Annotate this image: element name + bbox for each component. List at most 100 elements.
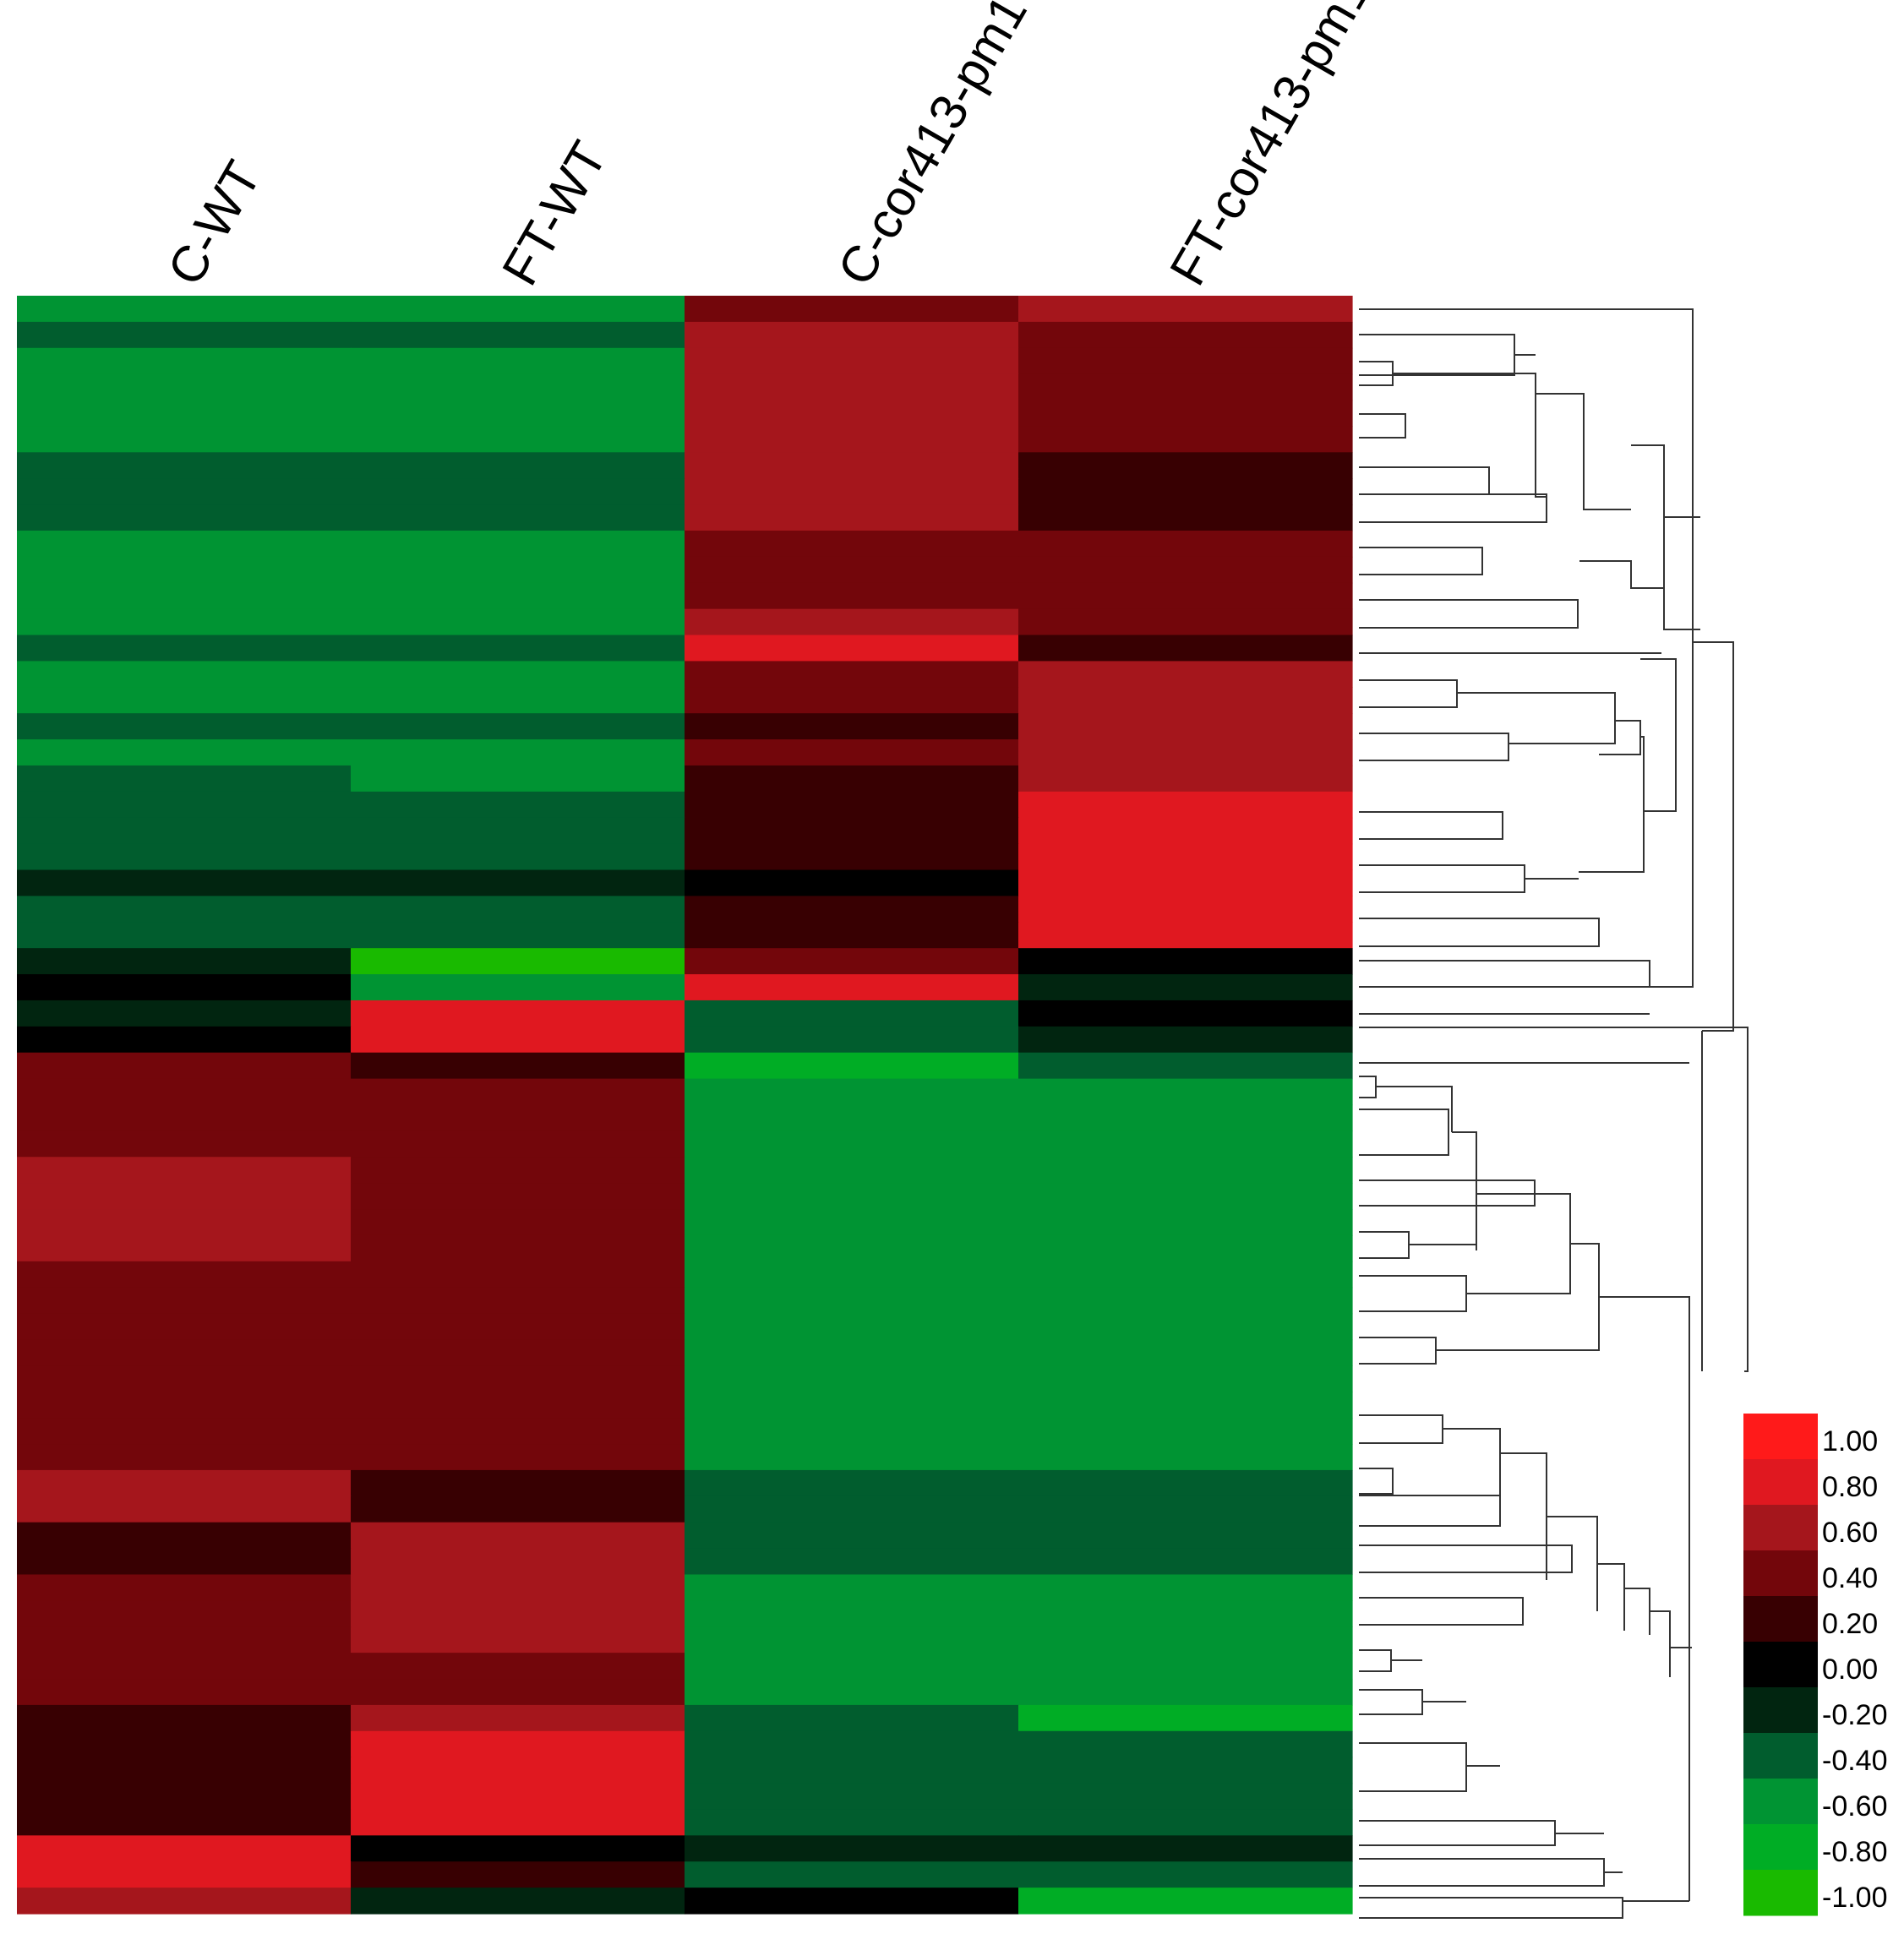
- heatmap-cell: [351, 373, 685, 401]
- heatmap-cell: [1018, 1757, 1353, 1784]
- heatmap-cell: [1018, 321, 1353, 349]
- heatmap-cell: [17, 1444, 352, 1471]
- heatmap-cell: [685, 296, 1019, 323]
- heatmap-cell: [351, 1730, 685, 1758]
- heatmap-cell: [685, 974, 1019, 1001]
- heatmap-cell: [1018, 1730, 1353, 1758]
- heatmap-cell: [1018, 896, 1353, 923]
- heatmap-cell: [351, 347, 685, 375]
- heatmap-cell: [351, 504, 685, 531]
- heatmap-cell: [1018, 765, 1353, 793]
- column-label-c-cor413-pm1: C-cor413-pm1: [827, 0, 1038, 295]
- heatmap-cell: [351, 1234, 685, 1262]
- heatmap-cell: [17, 1809, 352, 1836]
- heatmap-cell: [351, 713, 685, 740]
- heatmap-cell: [685, 1835, 1019, 1862]
- heatmap-cell: [685, 687, 1019, 714]
- heatmap-cell: [351, 843, 685, 871]
- heatmap-cell: [685, 1679, 1019, 1706]
- heatmap-cell: [351, 1339, 685, 1366]
- heatmap-cell: [351, 869, 685, 897]
- heatmap-cell: [17, 1052, 352, 1080]
- heatmap-cell: [351, 1052, 685, 1080]
- heatmap-cell: [17, 948, 352, 975]
- heatmap-cell: [1018, 1888, 1353, 1915]
- heatmap-cell: [351, 478, 685, 505]
- heatmap-cell: [1018, 530, 1353, 558]
- heatmap-cell: [17, 1495, 352, 1523]
- heatmap-cell: [685, 1469, 1019, 1497]
- heatmap-cell: [17, 426, 352, 453]
- legend-swatch: [1743, 1733, 1818, 1779]
- heatmap-cell: [351, 896, 685, 923]
- heatmap-cell: [351, 1783, 685, 1811]
- heatmap-cell: [351, 739, 685, 766]
- heatmap-cell: [17, 1469, 352, 1497]
- heatmap-cell: [17, 869, 352, 897]
- legend-swatch: [1743, 1824, 1818, 1871]
- heatmap-cell: [17, 1757, 352, 1784]
- legend-tick-label: 0.00: [1822, 1653, 1878, 1686]
- heatmap-cell: [685, 321, 1019, 349]
- heatmap-cell: [351, 426, 685, 453]
- heatmap-cell: [17, 1835, 352, 1862]
- heatmap-cell: [685, 948, 1019, 975]
- heatmap-cell: [351, 1078, 685, 1106]
- heatmap-cell: [351, 1653, 685, 1680]
- heatmap-cell: [1018, 1600, 1353, 1627]
- legend-swatch: [1743, 1459, 1818, 1506]
- heatmap-cell: [1018, 1783, 1353, 1811]
- heatmap-cell: [17, 1861, 352, 1888]
- heatmap-cell: [1018, 1339, 1353, 1366]
- heatmap-cell: [351, 1287, 685, 1315]
- heatmap-cell: [685, 478, 1019, 505]
- heatmap-cell: [1018, 1679, 1353, 1706]
- heatmap-cell: [17, 1522, 352, 1550]
- heatmap-cell: [1018, 1052, 1353, 1080]
- heatmap-cell: [351, 1444, 685, 1471]
- heatmap-cell: [1018, 1130, 1353, 1158]
- heatmap-cell: [685, 1313, 1019, 1341]
- legend-swatch: [1743, 1642, 1818, 1688]
- heatmap-cell: [17, 635, 352, 662]
- heatmap-cell: [1018, 1574, 1353, 1601]
- heatmap-cell: [1018, 1365, 1353, 1392]
- heatmap-cell: [1018, 1495, 1353, 1523]
- heatmap-cell: [17, 1209, 352, 1236]
- heatmap-cell: [1018, 426, 1353, 453]
- heatmap-cell: [17, 582, 352, 610]
- heatmap-cell: [17, 478, 352, 505]
- heatmap-cell: [351, 1130, 685, 1158]
- heatmap-cell: [17, 713, 352, 740]
- heatmap-cell: [685, 661, 1019, 688]
- heatmap-cell: [1018, 1704, 1353, 1732]
- heatmap-cells: [17, 296, 1353, 1915]
- heatmap-cell: [351, 321, 685, 349]
- heatmap-cell: [351, 817, 685, 845]
- dendrogram-branch: [1359, 308, 1749, 1919]
- heatmap-cell: [685, 347, 1019, 375]
- column-labels: C-WT FT-WT C-cor413-pm1 FT-cor413-pm1: [156, 0, 1381, 295]
- heatmap-cell: [17, 608, 352, 636]
- legend-tick-label: -0.60: [1822, 1790, 1888, 1822]
- heatmap-cell: [1018, 582, 1353, 610]
- legend-swatch: [1743, 1550, 1818, 1597]
- legend-tick-label: 0.80: [1822, 1471, 1878, 1503]
- heatmap-cell: [17, 1000, 352, 1027]
- legend-tick-label: -1.00: [1822, 1882, 1888, 1914]
- heatmap-cell: [17, 1104, 352, 1131]
- heatmap-cell: [685, 1209, 1019, 1236]
- heatmap-cell: [685, 765, 1019, 793]
- heatmap-cell: [351, 1104, 685, 1131]
- heatmap-cell: [17, 530, 352, 558]
- heatmap-cell: [685, 1444, 1019, 1471]
- heatmap-cell: [1018, 1313, 1353, 1341]
- heatmap-cell: [17, 817, 352, 845]
- heatmap-cell: [351, 1183, 685, 1210]
- heatmap-cell: [17, 347, 352, 375]
- heatmap-cell: [17, 373, 352, 401]
- column-label-c-wt: C-WT: [156, 151, 271, 294]
- heatmap-cell: [351, 1392, 685, 1419]
- heatmap-cell: [685, 1704, 1019, 1732]
- heatmap-cell: [685, 400, 1019, 428]
